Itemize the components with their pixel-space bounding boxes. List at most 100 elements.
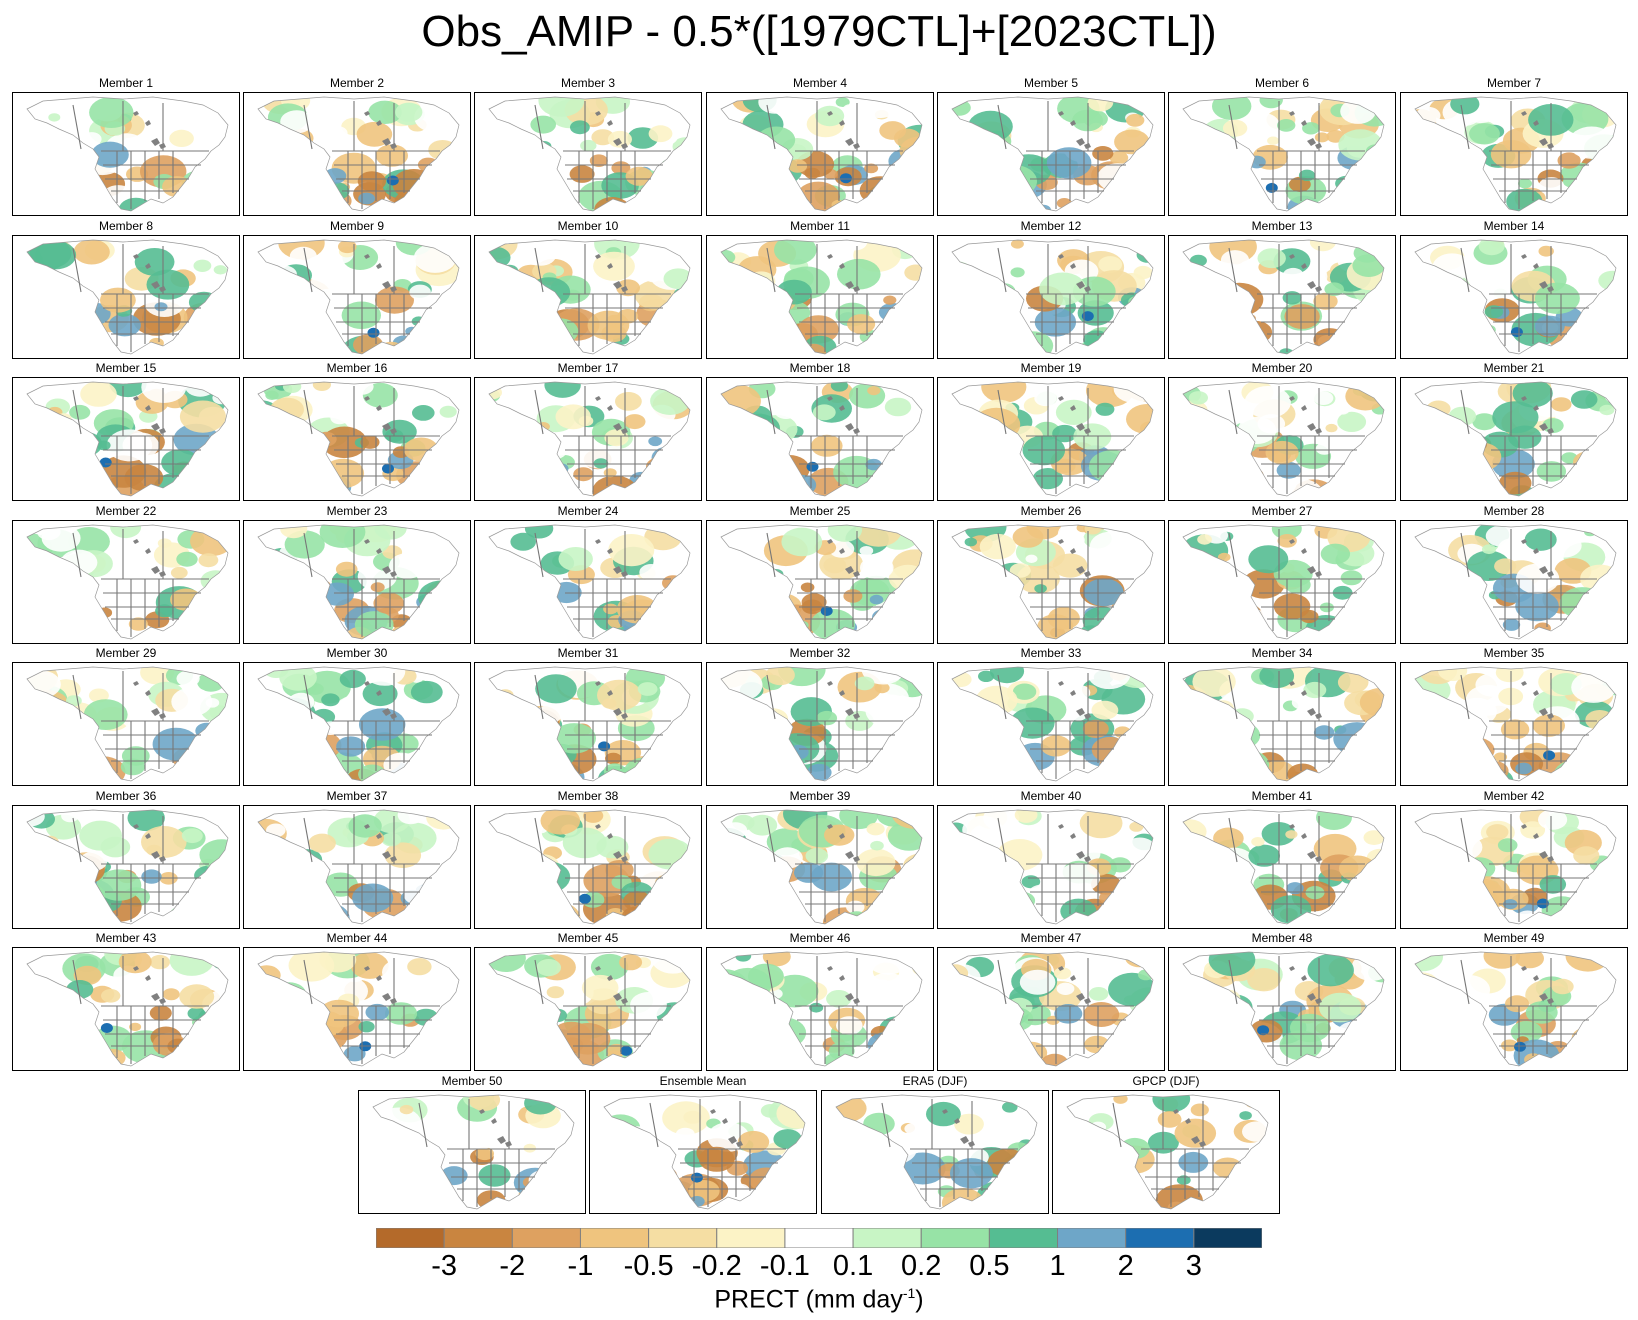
map-panel: Member 43 (12, 931, 240, 1071)
map-frame (937, 662, 1165, 786)
colorbar-swatch (376, 1228, 445, 1248)
precip-field (27, 240, 228, 354)
precip-field (1415, 952, 1616, 1066)
colorbar-tick-label: -1 (567, 1250, 594, 1282)
precip-field (721, 667, 922, 781)
panel-title: Member 27 (1251, 504, 1313, 518)
map-frame (937, 92, 1165, 216)
panel-title: Member 36 (95, 789, 157, 803)
precip-field (1067, 1095, 1268, 1209)
map-panel: Member 46 (706, 931, 934, 1071)
map-frame (12, 805, 240, 929)
map-panel: Member 2 (243, 76, 471, 216)
map-frame (243, 805, 471, 929)
panel-title: Member 46 (789, 931, 851, 945)
panel-title: Member 16 (326, 361, 388, 375)
map-panel: Member 45 (474, 931, 702, 1071)
panel-title: Member 45 (557, 931, 619, 945)
map-panel: Member 6 (1168, 76, 1396, 216)
precip-field (1415, 97, 1616, 211)
colorbar-swatch (1057, 1228, 1127, 1248)
colorbar-swatch (443, 1228, 513, 1248)
panel-title: Member 30 (326, 646, 388, 660)
map-panel: Member 19 (937, 361, 1165, 501)
map-panel: Member 20 (1168, 361, 1396, 501)
map-panel: Member 50 (358, 1074, 586, 1214)
precip-field (1415, 810, 1616, 924)
precip-field (258, 667, 459, 781)
precip-field (1183, 952, 1384, 1066)
map-frame (474, 520, 702, 644)
map-panel: Member 16 (243, 361, 471, 501)
precip-field (489, 525, 690, 639)
panel-title: Member 29 (95, 646, 157, 660)
map-frame (1400, 235, 1628, 359)
colorbar-tick-label: 2 (1117, 1250, 1134, 1282)
map-frame (1168, 805, 1396, 929)
map-panel: Member 5 (937, 76, 1165, 216)
map-frame (1400, 947, 1628, 1071)
colorbar-tick-label: 0.5 (969, 1250, 1010, 1282)
panel-title: Member 40 (1020, 789, 1082, 803)
precip-field (1183, 97, 1384, 211)
map-frame (243, 377, 471, 501)
precip-field (489, 667, 690, 781)
map-frame (706, 377, 934, 501)
map-panel: Ensemble Mean (589, 1074, 817, 1214)
map-panel: Member 13 (1168, 219, 1396, 359)
precip-field (258, 525, 459, 639)
precip-field (721, 240, 922, 354)
precip-field (836, 1095, 1037, 1209)
map-frame (706, 805, 934, 929)
panel-title: Member 5 (1023, 76, 1079, 90)
map-frame (1168, 92, 1396, 216)
panel-title: Member 17 (557, 361, 619, 375)
precip-field (1183, 382, 1384, 496)
precip-field (1415, 667, 1616, 781)
map-panel: Member 11 (706, 219, 934, 359)
map-frame (1052, 1090, 1280, 1214)
map-panel: Member 31 (474, 646, 702, 786)
colorbar-swatch (988, 1228, 1059, 1248)
precip-field (373, 1095, 574, 1209)
panel-title: Member 11 (790, 219, 850, 233)
precip-field (952, 667, 1153, 781)
map-panel: Member 7 (1400, 76, 1628, 216)
panel-title: Member 42 (1483, 789, 1545, 803)
colorbar-tick-label: -2 (499, 1250, 526, 1282)
panel-title: Member 9 (329, 219, 385, 233)
map-panel: Member 9 (243, 219, 471, 359)
map-frame (589, 1090, 817, 1214)
map-frame (474, 235, 702, 359)
map-frame (12, 235, 240, 359)
panel-title: Member 48 (1251, 931, 1313, 945)
panel-title: Member 44 (326, 931, 388, 945)
colorbar-swatch (511, 1228, 581, 1248)
panel-title: Member 20 (1251, 361, 1313, 375)
colorbar-tick-label: -0.2 (691, 1250, 742, 1282)
panel-title: Member 24 (557, 504, 619, 518)
map-panel: Member 39 (706, 789, 934, 929)
precip-field (1183, 810, 1384, 924)
panel-title: Member 6 (1254, 76, 1310, 90)
panel-title: Member 23 (326, 504, 388, 518)
map-panel: Member 21 (1400, 361, 1628, 501)
panel-title: Member 13 (1251, 219, 1313, 233)
map-panel: ERA5 (DJF) (821, 1074, 1049, 1214)
colorbar-swatch (1193, 1228, 1262, 1248)
map-panel: Member 8 (12, 219, 240, 359)
panel-title: Member 33 (1020, 646, 1082, 660)
map-frame (243, 92, 471, 216)
map-frame (706, 235, 934, 359)
precip-field (1415, 525, 1616, 639)
precip-field (952, 240, 1153, 354)
map-frame (1400, 92, 1628, 216)
panel-title: GPCP (DJF) (1132, 1074, 1200, 1088)
colorbar-tick-label: 1 (1049, 1250, 1066, 1282)
map-frame (1168, 520, 1396, 644)
precip-field (1183, 525, 1384, 639)
map-frame (937, 520, 1165, 644)
map-frame (1400, 662, 1628, 786)
panel-title: Member 1 (98, 76, 154, 90)
